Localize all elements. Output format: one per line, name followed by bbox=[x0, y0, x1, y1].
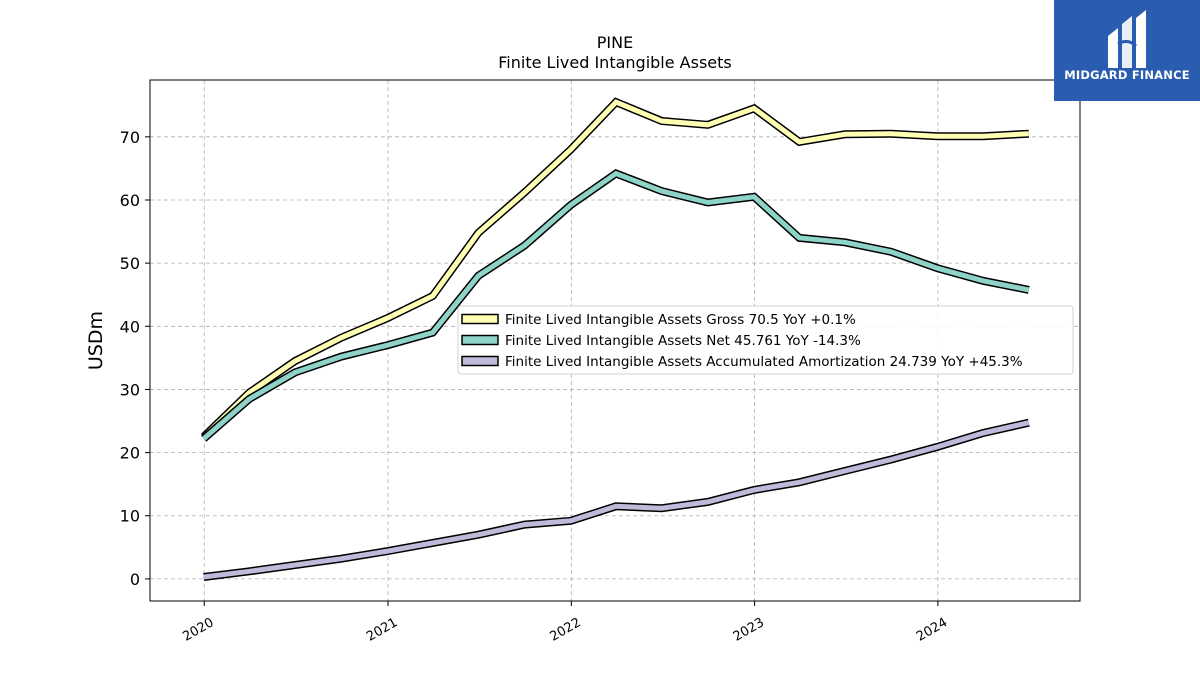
y-tick-label: 70 bbox=[120, 128, 140, 147]
x-tick-label: 2023 bbox=[731, 615, 767, 645]
series-line-1 bbox=[201, 99, 1029, 439]
y-tick-label: 40 bbox=[120, 317, 140, 336]
midgard-finance-logo: MIDGARD FINANCE bbox=[1054, 0, 1200, 101]
legend-box bbox=[457, 305, 1074, 375]
chart-subtitle: Finite Lived Intangible Assets bbox=[498, 53, 731, 72]
y-axis-label: USDm bbox=[85, 311, 107, 370]
legend-swatch-1 bbox=[461, 313, 499, 325]
x-tick-label: 2020 bbox=[180, 615, 216, 645]
series-lines bbox=[200, 97, 1030, 581]
y-axis-ticks: 0 10 20 30 40 50 60 70 bbox=[120, 128, 150, 589]
x-tick-label: 2024 bbox=[914, 615, 950, 645]
legend-swatch-3 bbox=[461, 355, 499, 367]
plot-area-frame bbox=[149, 79, 1081, 602]
legend-label-2: Finite Lived Intangible Assets Net 45.76… bbox=[505, 333, 861, 349]
y-tick-label: 20 bbox=[120, 444, 140, 463]
x-tick-label: 2022 bbox=[547, 615, 583, 645]
logo-text: MIDGARD FINANCE bbox=[1064, 68, 1190, 82]
y-tick-label: 10 bbox=[120, 507, 140, 526]
legend: Finite Lived Intangible Assets Gross 70.… bbox=[457, 305, 1074, 375]
y-tick-label: 50 bbox=[120, 254, 140, 273]
series-outline-3 bbox=[203, 418, 1030, 581]
series-outline-1 bbox=[200, 97, 1030, 440]
y-tick-label: 0 bbox=[130, 570, 140, 589]
x-axis-ticks: 2020 2021 2022 2023 2024 bbox=[180, 601, 950, 645]
legend-label-1: Finite Lived Intangible Assets Gross 70.… bbox=[505, 312, 856, 328]
legend-swatch-2 bbox=[461, 334, 499, 346]
x-tick-label: 2021 bbox=[364, 615, 400, 645]
logo-mark-icon bbox=[1108, 10, 1146, 68]
legend-label-3: Finite Lived Intangible Assets Accumulat… bbox=[505, 354, 1023, 370]
series-line-3 bbox=[203, 420, 1030, 580]
series-line-2 bbox=[202, 170, 1030, 441]
y-tick-label: 60 bbox=[120, 191, 140, 210]
y-tick-label: 30 bbox=[120, 380, 140, 399]
chart-title: PINE bbox=[597, 33, 633, 52]
